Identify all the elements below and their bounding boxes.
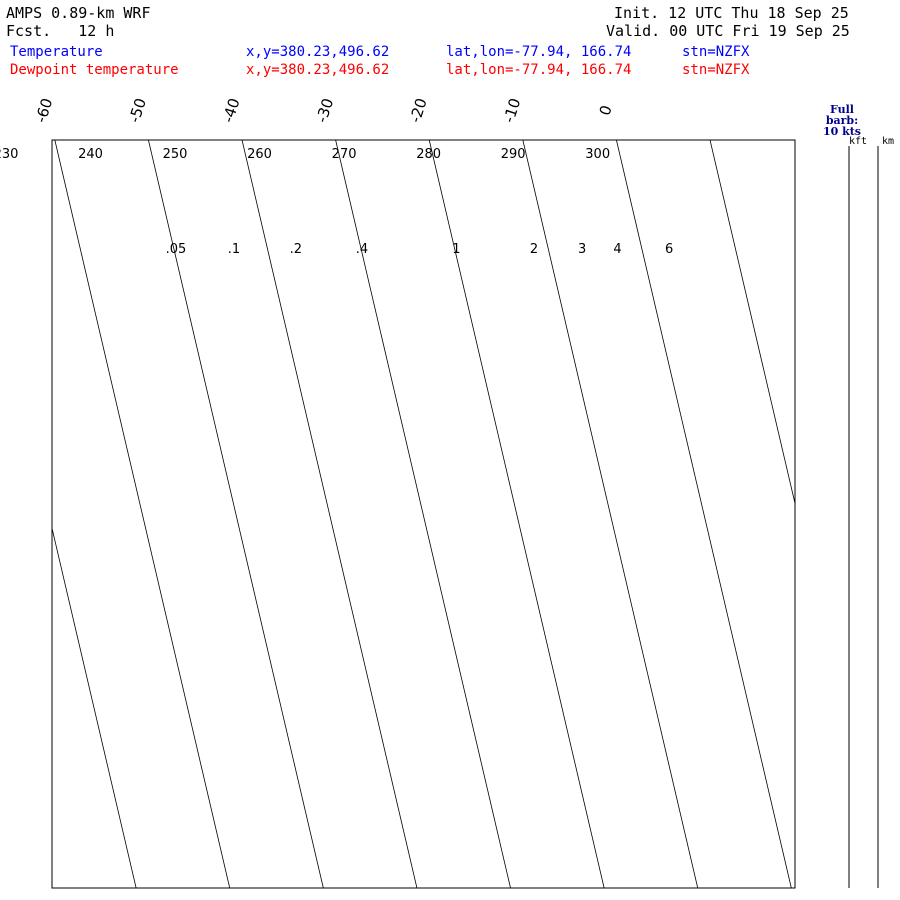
temperature-legend-latlon: lat,lon=-77.94, 166.74	[446, 44, 632, 60]
temperature-label: -60	[32, 96, 57, 125]
barb-note-line-2: 10 kts	[822, 125, 862, 138]
isotherm	[0, 140, 43, 888]
dewpoint-legend-station: stn=NZFX	[682, 62, 750, 78]
theta-label: 240	[78, 147, 103, 162]
theta-label: 280	[416, 147, 441, 162]
model-title: AMPS 0.89-km WRF	[6, 4, 151, 22]
mixing-ratio-label: 3	[578, 242, 586, 257]
barb-note: Full barb: 10 kts	[812, 104, 872, 137]
plot-frame	[51, 139, 796, 889]
isotherm	[616, 140, 792, 888]
temperature-legend-label: Temperature	[10, 44, 103, 60]
temperature-label: -50	[125, 96, 150, 125]
kft-unit: kft	[849, 136, 867, 147]
temperature-legend-xy: x,y=380.23,496.62	[246, 44, 390, 60]
isotherm	[241, 140, 418, 888]
isotherm	[335, 140, 511, 888]
theta-label: 260	[247, 147, 272, 162]
mixing-ratio-label: 1	[452, 242, 460, 257]
isotherm	[52, 526, 137, 888]
isotherm	[804, 140, 900, 888]
theta-label: 300	[585, 147, 610, 162]
mixing-ratio-label: .05	[166, 242, 187, 257]
mixing-ratio-label: .1	[228, 242, 240, 257]
forecast-hour: Fcst. 12 h	[6, 22, 115, 40]
mixing-ratio-label: 4	[613, 242, 621, 257]
mixing-ratio-label: .4	[356, 242, 368, 257]
axis-labels: 7008009001000-70-60-50-40-30-20-10022023…	[0, 96, 673, 257]
valid-time: Valid. 00 UTC Fri 19 Sep 25	[606, 22, 850, 40]
temperature-label: -20	[406, 96, 431, 125]
barb-note-line-1: Full barb:	[825, 103, 859, 127]
theta-label: 270	[332, 147, 357, 162]
isotherm	[54, 140, 231, 888]
theta-label: 230	[0, 147, 18, 162]
temperature-legend-station: stn=NZFX	[682, 44, 750, 60]
temperature-label: -30	[313, 96, 338, 125]
init-time: Init. 12 UTC Thu 18 Sep 25	[614, 4, 849, 22]
isotherm	[428, 140, 605, 888]
km-unit: km	[882, 136, 894, 147]
isotherm	[522, 140, 699, 888]
mixing-ratio-label: .2	[290, 242, 302, 257]
temperature-label: 0	[596, 103, 616, 118]
dewpoint-legend-xy: x,y=380.23,496.62	[246, 62, 390, 78]
temperature-label: -10	[500, 96, 525, 125]
isotherm	[148, 140, 324, 888]
mixing-ratio-label: 6	[665, 242, 673, 257]
wind-height-panel: kftkm024680.1.2.	[848, 136, 894, 888]
dewpoint-legend-label: Dewpoint temperature	[10, 62, 179, 78]
mixing-ratio-label: 2	[530, 242, 538, 257]
isotherm	[709, 140, 795, 506]
theta-label: 250	[163, 147, 188, 162]
dewpoint-legend-latlon: lat,lon=-77.94, 166.74	[446, 62, 632, 78]
temperature-label: -40	[219, 96, 244, 125]
theta-label: 290	[501, 147, 526, 162]
